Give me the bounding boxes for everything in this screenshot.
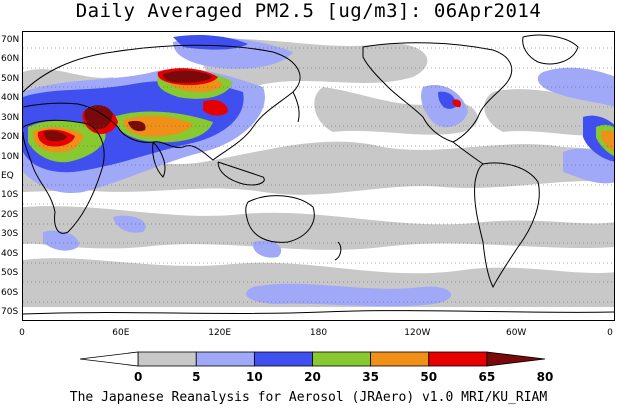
latitude-label: 20N (1, 132, 20, 143)
latitude-label: 70N (1, 35, 20, 45)
longitude-label: 0 (19, 328, 25, 338)
latitude-label: 60N (1, 54, 20, 65)
latitude-label: 40N (1, 93, 20, 104)
colorbar-segment (253, 351, 313, 367)
colorbar-segment (137, 351, 197, 367)
longitude-label: 180 (309, 328, 328, 338)
longitude-label: 60E (112, 328, 130, 338)
colorbar-tick-label: 80 (536, 370, 554, 384)
colorbar-tick-label: 35 (362, 370, 379, 384)
latitude-label: EQ (1, 171, 14, 181)
longitude-label: 120E (208, 328, 232, 338)
map-canvas (23, 34, 614, 315)
colorbar-tick-label: 5 (192, 370, 201, 384)
colorbar-segment (486, 351, 546, 367)
colorbar-segment (312, 351, 372, 367)
latitude-label: 40S (1, 248, 19, 259)
longitude-label: 60W (505, 328, 527, 338)
pm25-map (22, 31, 615, 321)
colorbar-segment (370, 351, 430, 367)
longitude-label: 120W (404, 328, 431, 338)
latitude-label: 10S (1, 190, 19, 201)
colorbar-tick-label: 20 (304, 370, 321, 384)
latitude-label: 50N (1, 73, 20, 84)
footer-credit: The Japanese Reanalysis for Aerosol (JRA… (69, 390, 548, 405)
coastlines (23, 34, 614, 315)
colorbar-tick-label: 65 (478, 370, 496, 384)
latitude-label: 60S (1, 287, 19, 298)
latitude-label: 10N (1, 151, 20, 162)
latitude-label: 20S (1, 209, 19, 220)
latitude-gridlines (23, 47, 614, 303)
colorbar-tick-label: 0 (133, 370, 143, 384)
colorbar-tick-label: 50 (420, 370, 438, 384)
colorbar-tick-label: 10 (246, 370, 263, 384)
colorbar-segment (428, 351, 488, 367)
latitude-label: 50S (1, 268, 19, 279)
darkred-concentration-layer (43, 70, 213, 142)
colorbar-segment (195, 351, 255, 367)
latitude-label: 30N (1, 112, 20, 123)
colorbar (79, 351, 546, 367)
latitude-label: 30S (1, 229, 19, 240)
latitude-label: 70S (1, 307, 19, 317)
map-title: Daily Averaged PM2.5 [ug/m3]: 06Apr2014 (75, 0, 542, 22)
longitude-label: 0 (607, 328, 613, 338)
colorbar-segment (79, 351, 139, 367)
